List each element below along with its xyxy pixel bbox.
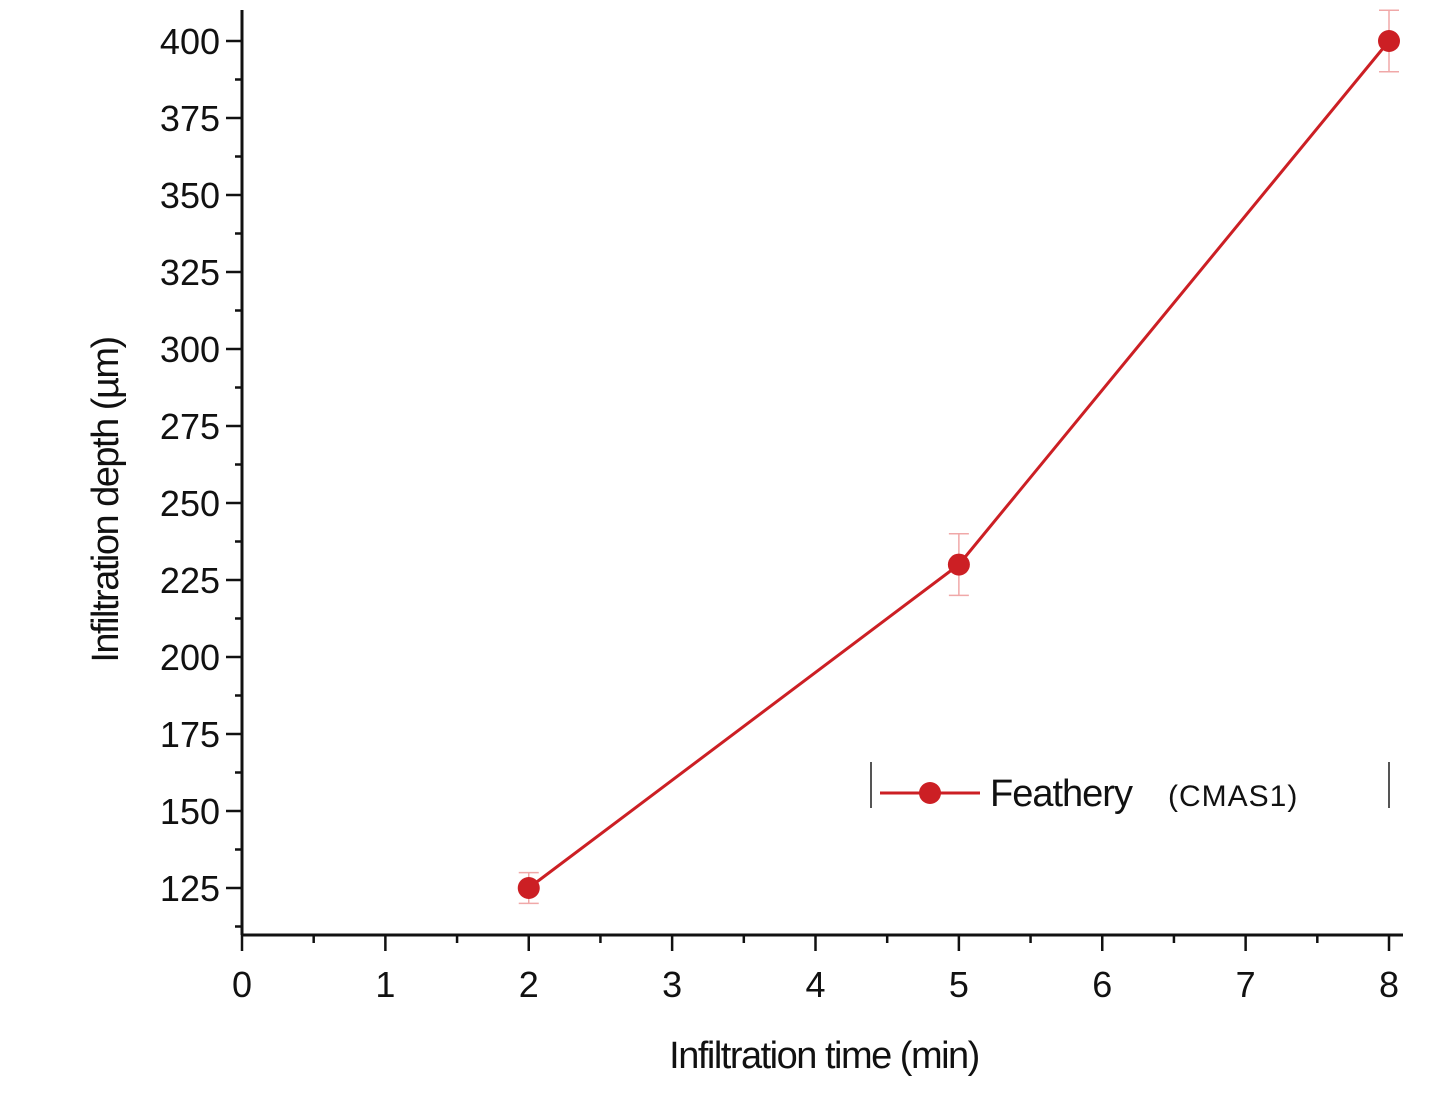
y-tick-label: 350 — [160, 175, 220, 216]
x-tick-label: 4 — [805, 964, 825, 1005]
x-tick-label: 0 — [232, 964, 252, 1005]
x-tick-label: 3 — [662, 964, 682, 1005]
data-points — [517, 30, 1400, 899]
y-tick-label: 150 — [160, 791, 220, 832]
x-tick-label: 7 — [1236, 964, 1256, 1005]
y-tick-label: 400 — [160, 21, 220, 62]
x-tick-label: 8 — [1379, 964, 1399, 1005]
y-tick-label: 125 — [160, 868, 220, 909]
data-point — [517, 877, 540, 899]
x-axis-title: Infiltration time (min) — [669, 1035, 979, 1077]
data-point — [947, 553, 970, 576]
x-axis: 0 1 2 3 4 5 6 7 8 — [232, 933, 1403, 1005]
legend-marker — [919, 782, 941, 804]
legend-label-suffix: (CMAS1) — [1168, 780, 1298, 813]
x-tick-label: 1 — [375, 964, 395, 1005]
error-bars — [518, 9, 1399, 905]
y-tick-label: 375 — [160, 98, 220, 139]
y-tick-label: 300 — [160, 329, 220, 370]
series-line-feathery — [527, 40, 1391, 890]
x-tick-label: 2 — [519, 964, 539, 1005]
y-axis-title: Infiltration depth (µm) — [85, 337, 127, 662]
y-tick-label: 275 — [160, 406, 220, 447]
y-tick-label: 225 — [160, 560, 220, 601]
y-tick-label: 200 — [160, 637, 220, 678]
y-tick-label: 325 — [160, 252, 220, 293]
y-tick-label: 250 — [160, 483, 220, 524]
y-tick-label: 175 — [160, 714, 220, 755]
x-tick-label: 5 — [949, 964, 969, 1005]
y-axis: 125 150 175 200 225 250 275 300 325 350 375 400 — [160, 10, 244, 935]
data-point — [1378, 30, 1400, 52]
x-tick-label: 6 — [1092, 964, 1112, 1005]
legend-label-feathery: Feathery — [990, 773, 1133, 815]
legend: Feathery (CMAS1) — [870, 762, 1390, 815]
